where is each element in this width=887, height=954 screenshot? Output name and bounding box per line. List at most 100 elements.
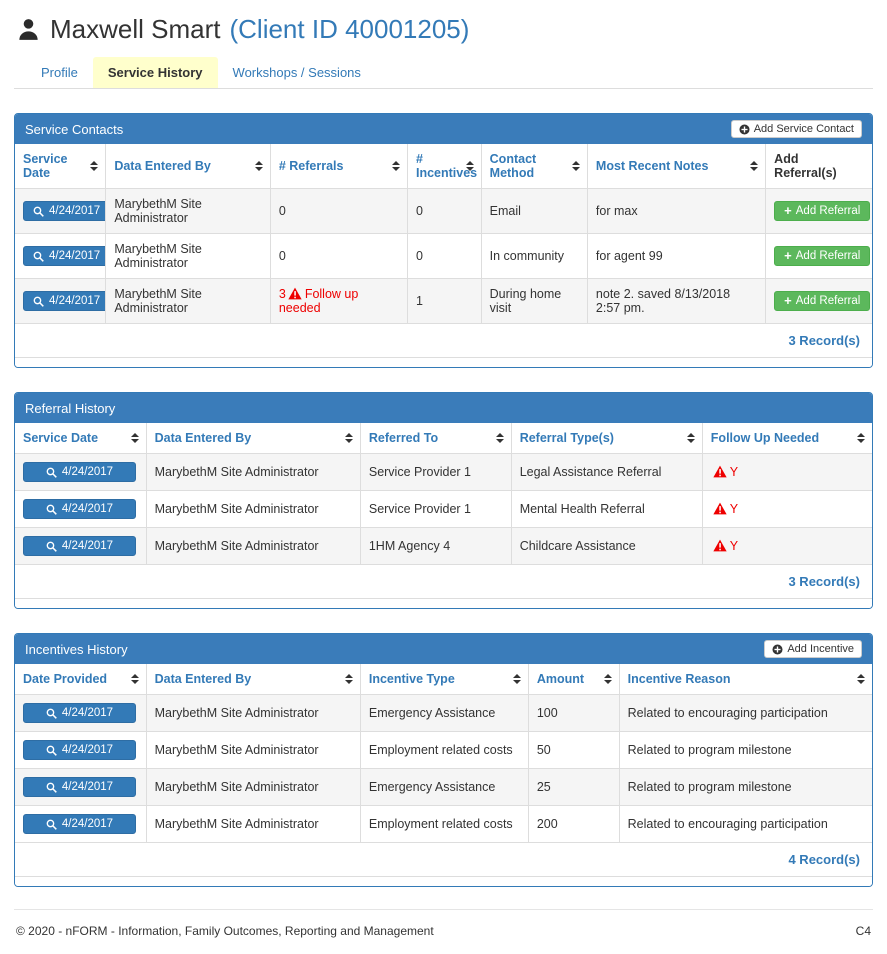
sort-icon bbox=[391, 161, 400, 171]
column-label: Data Entered By bbox=[154, 431, 252, 445]
column-label: Service Date bbox=[23, 152, 68, 180]
view-record-button[interactable]: 4/24/2017 bbox=[23, 462, 136, 482]
client-name: Maxwell Smart bbox=[50, 14, 221, 44]
add-service-contact-button[interactable]: Add Service Contact bbox=[730, 120, 862, 138]
view-record-button[interactable]: 4/24/2017 bbox=[23, 777, 136, 797]
cell: 100 bbox=[527, 694, 620, 732]
magnifier-icon bbox=[46, 541, 57, 552]
sort-icon bbox=[857, 674, 865, 684]
column-header[interactable]: Date Provided bbox=[15, 664, 147, 695]
table-row: 4/24/2017 MarybethM Site Administrator Emp… bbox=[15, 731, 872, 769]
column-label: Add Referral(s) bbox=[774, 152, 837, 180]
table-header-row: Service Date Data Entered By # Referrals # … bbox=[15, 144, 872, 189]
add-referral-button[interactable]: + Add Referral bbox=[774, 246, 871, 266]
panel-padding bbox=[15, 877, 872, 886]
column-header[interactable]: Data Entered By bbox=[105, 144, 271, 189]
plus-icon: + bbox=[784, 248, 792, 263]
column-header[interactable]: Incentive Type bbox=[359, 664, 529, 695]
column-header[interactable]: Data Entered By bbox=[145, 423, 361, 454]
add-incentive-button[interactable]: Add Incentive bbox=[764, 640, 862, 658]
referral-history-table: Service Date Data Entered By Referred To Re… bbox=[15, 423, 872, 565]
sort-icon bbox=[686, 433, 695, 443]
cell: Emergency Assistance bbox=[359, 768, 529, 806]
cell: 4/24/2017 bbox=[15, 694, 147, 732]
warning-icon bbox=[713, 539, 727, 552]
panel-title: Incentives History bbox=[25, 641, 128, 657]
cell: Related to program milestone bbox=[618, 731, 872, 769]
cell: 4/24/2017 bbox=[15, 453, 147, 491]
tab-profile[interactable]: Profile bbox=[41, 65, 78, 80]
cell: Service Provider 1 bbox=[359, 490, 512, 528]
column-label: Service Date bbox=[23, 431, 99, 445]
view-record-button[interactable]: 4/24/2017 bbox=[23, 814, 136, 834]
column-label: Amount bbox=[536, 672, 585, 686]
tab-workshops-sessions[interactable]: Workshops / Sessions bbox=[232, 65, 361, 80]
view-record-button[interactable]: 4/24/2017 bbox=[23, 740, 136, 760]
service-contacts-panel: Service Contacts Add Service Contact Ser… bbox=[14, 113, 873, 368]
view-record-button[interactable]: 4/24/2017 bbox=[23, 201, 105, 221]
sort-icon bbox=[90, 161, 99, 171]
column-header[interactable]: # Referrals bbox=[269, 144, 408, 189]
view-record-button[interactable]: 4/24/2017 bbox=[23, 703, 136, 723]
sort-icon bbox=[495, 433, 504, 443]
column-header[interactable]: # Incentives bbox=[406, 144, 482, 189]
table-row: 4/24/2017 MarybethM Site Administrator Ser… bbox=[15, 490, 872, 528]
cell: MarybethM Site Administrator bbox=[105, 233, 271, 279]
client-id: (Client ID 40001205) bbox=[229, 14, 470, 44]
column-label: Referral Type(s) bbox=[519, 431, 614, 445]
referral-history-heading: Referral History bbox=[15, 393, 872, 423]
column-label: Follow Up Needed bbox=[710, 431, 820, 445]
column-label: Data Entered By bbox=[154, 672, 252, 686]
column-header[interactable]: Most Recent Notes bbox=[586, 144, 767, 189]
column-header[interactable]: Data Entered By bbox=[145, 664, 361, 695]
cell: 200 bbox=[527, 805, 620, 843]
cell: MarybethM Site Administrator bbox=[145, 805, 361, 843]
service-contacts-heading: Service Contacts Add Service Contact bbox=[15, 114, 872, 144]
add-referral-button[interactable]: + Add Referral bbox=[774, 201, 871, 221]
cell: MarybethM Site Administrator bbox=[145, 490, 361, 528]
cell: 4/24/2017 bbox=[15, 805, 147, 843]
column-header[interactable]: Service Date bbox=[15, 423, 147, 454]
incentives-history-table: Date Provided Data Entered By Incentive Ty… bbox=[15, 664, 872, 843]
table-row: 4/24/2017 MarybethM Site Administrator Eme… bbox=[15, 768, 872, 806]
cell: 3 Follow up needed bbox=[269, 278, 408, 324]
view-record-button[interactable]: 4/24/2017 bbox=[23, 536, 136, 556]
warning-icon bbox=[713, 502, 727, 515]
view-record-button[interactable]: 4/24/2017 bbox=[23, 246, 105, 266]
service-contacts-table: Service Date Data Entered By # Referrals # … bbox=[15, 144, 872, 324]
cell: MarybethM Site Administrator bbox=[145, 694, 361, 732]
table-row: 4/24/2017 MarybethM Site Administrator 0 0 E… bbox=[15, 188, 872, 234]
column-header[interactable]: Follow Up Needed bbox=[701, 423, 872, 454]
cell: 1 bbox=[406, 278, 482, 324]
column-header[interactable]: Referral Type(s) bbox=[510, 423, 703, 454]
record-count: 4 Record(s) bbox=[15, 843, 872, 877]
column-header[interactable]: Referred To bbox=[359, 423, 512, 454]
magnifier-icon bbox=[33, 296, 44, 307]
sort-icon bbox=[603, 674, 612, 684]
add-referral-button[interactable]: + Add Referral bbox=[774, 291, 871, 311]
column-header[interactable]: Amount bbox=[527, 664, 620, 695]
cell: Related to encouraging participation bbox=[618, 694, 872, 732]
table-header-row: Service Date Data Entered By Referred To Re… bbox=[15, 423, 872, 454]
cell: 1HM Agency 4 bbox=[359, 527, 512, 565]
column-header[interactable]: Contact Method bbox=[480, 144, 588, 189]
column-header[interactable]: Service Date bbox=[15, 144, 107, 189]
cell: 25 bbox=[527, 768, 620, 806]
follow-up-text: Y bbox=[729, 502, 739, 516]
warning-icon bbox=[288, 287, 302, 300]
column-label: Data Entered By bbox=[114, 159, 211, 173]
view-record-button[interactable]: 4/24/2017 bbox=[23, 291, 105, 311]
sort-icon bbox=[130, 433, 139, 443]
cell: 4/24/2017 bbox=[15, 768, 147, 806]
tab-service-history[interactable]: Service History bbox=[92, 57, 218, 88]
column-header[interactable]: Incentive Reason bbox=[618, 664, 872, 695]
view-record-button[interactable]: 4/24/2017 bbox=[23, 499, 136, 519]
sort-icon bbox=[512, 674, 521, 684]
tab-bar: Profile Service History Workshops / Sess… bbox=[14, 57, 873, 89]
column-label: Most Recent Notes bbox=[595, 159, 709, 173]
magnifier-icon bbox=[46, 708, 57, 719]
cell: for max bbox=[586, 188, 767, 234]
magnifier-icon bbox=[46, 819, 57, 830]
cell: 4/24/2017 bbox=[15, 490, 147, 528]
cell: MarybethM Site Administrator bbox=[145, 731, 361, 769]
